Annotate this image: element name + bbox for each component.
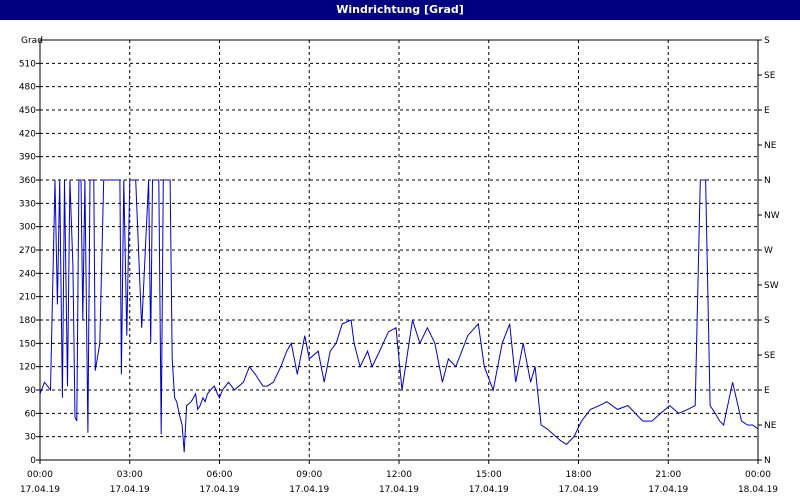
y-tick-label: 0 [30,456,36,466]
y-tick-label: 270 [19,246,36,256]
y-tick-label: 450 [19,106,36,116]
grid-lines [40,39,758,460]
y-tick-label: 360 [19,176,36,186]
x-axis: 00:00 17.04.19 03:00 17.04.19 06:00 17.04.19 0… [20,460,778,495]
right-tick-label: NE [764,421,777,431]
y-tick-label: 480 [19,83,36,93]
y-tick-label: 150 [19,339,36,349]
series-line [39,179,759,453]
y-tick-label: 330 [19,199,36,209]
right-tick-label: NE [764,141,777,151]
chart-title: Windrichtung [Grad] [0,0,800,20]
x-tick-time: 03:00 [117,470,143,480]
y-tick-label: 210 [19,293,36,303]
right-tick-label: SW [764,281,779,291]
x-tick-date: 17.04.19 [648,485,688,495]
x-tick-date: 18.04.19 [738,485,778,495]
x-tick-time: 12:00 [386,470,412,480]
x-tick-time: 21:00 [655,470,681,480]
right-axis: N NE E SE S SW W NW N NE E SE S [758,36,780,466]
x-tick-time: 18:00 [566,470,592,480]
y-tick-label: 390 [19,153,36,163]
x-tick-time: 00:00 [27,470,53,480]
right-tick-label: W [764,246,773,256]
right-tick-label: E [764,386,770,396]
y-tick-label: 510 [19,59,36,69]
right-tick-label: SE [764,351,776,361]
right-tick-label: E [764,106,770,116]
x-tick-date: 17.04.19 [199,485,239,495]
right-tick-label: NW [764,211,780,221]
y-tick-label: 120 [19,363,36,373]
x-tick-time: 06:00 [207,470,233,480]
y-tick-label: 30 [25,433,37,443]
y-tick-label: 420 [19,129,36,139]
y-tick-label: 60 [25,409,37,419]
y-tick-label: 180 [19,316,36,326]
x-tick-date: 17.04.19 [469,485,509,495]
right-tick-label: S [764,316,770,326]
x-tick-time: 15:00 [476,470,502,480]
x-tick-date: 17.04.19 [110,485,150,495]
right-tick-label: SE [764,71,776,81]
right-tick-label: N [764,176,771,186]
wind-direction-chart: Grad 0 30 60 90 120 150 180 210 240 270 300 330 360 3… [19,36,780,495]
x-tick-date: 17.04.19 [289,485,329,495]
y-tick-label: 300 [19,223,36,233]
x-tick-time: 09:00 [296,470,322,480]
x-tick-date: 17.04.19 [558,485,598,495]
right-tick-label: S [764,36,770,46]
y-tick-label: 90 [25,386,37,396]
x-tick-date: 17.04.19 [379,485,419,495]
left-axis: Grad 0 30 60 90 120 150 180 210 240 270 300 330 360 3… [19,36,43,466]
y-axis-label: Grad [21,36,43,46]
x-tick-time: 00:00 [745,470,771,480]
right-tick-label: N [764,456,771,466]
y-tick-label: 240 [19,269,36,279]
x-tick-date: 17.04.19 [20,485,60,495]
